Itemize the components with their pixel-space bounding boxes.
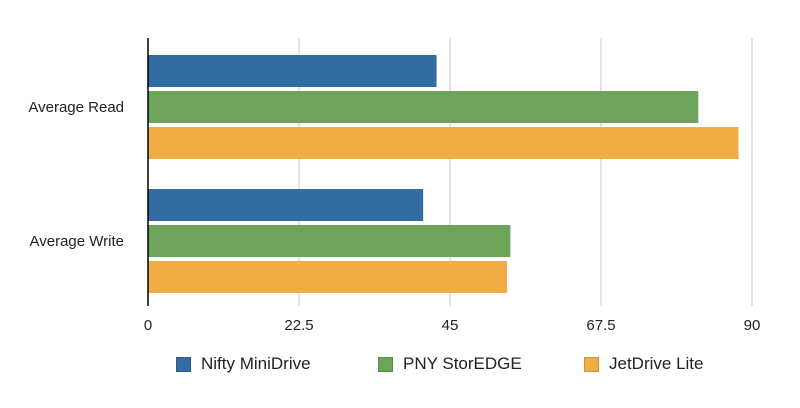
bar-nifty-minidrive-average-write xyxy=(148,189,424,221)
legend: Nifty MiniDrive PNY StorEDGE JetDrive Li… xyxy=(0,352,800,376)
x-tick-labels: 0 22.5 45 67.5 90 xyxy=(144,317,761,334)
legend-item-pny: PNY StorEDGE xyxy=(378,352,522,376)
legend-item-jetdrive: JetDrive Lite xyxy=(584,352,703,376)
x-tick-label: 0 xyxy=(144,317,152,334)
bars xyxy=(148,55,739,293)
legend-swatch-pny xyxy=(378,356,393,372)
bar-pny-storedge-average-read xyxy=(148,91,699,123)
legend-label-jetdrive: JetDrive Lite xyxy=(609,354,704,373)
legend-swatch-nifty xyxy=(176,356,191,372)
x-tick-label: 67.5 xyxy=(586,317,615,334)
category-labels: Average Read Average Write xyxy=(28,99,124,250)
legend-label-nifty: Nifty MiniDrive xyxy=(201,354,311,373)
legend-swatch-jetdrive xyxy=(584,356,599,372)
category-label: Average Write xyxy=(30,233,125,250)
bar-jetdrive-lite-average-read xyxy=(148,127,739,159)
bar-nifty-minidrive-average-read xyxy=(148,55,437,87)
legend-label-pny: PNY StorEDGE xyxy=(403,354,522,373)
bar-pny-storedge-average-write xyxy=(148,225,511,257)
x-tick-label: 90 xyxy=(744,317,761,334)
bar-jetdrive-lite-average-write xyxy=(148,261,508,293)
x-tick-label: 22.5 xyxy=(284,317,313,334)
x-tick-label: 45 xyxy=(442,317,459,334)
legend-item-nifty: Nifty MiniDrive xyxy=(176,352,311,376)
category-label: Average Read xyxy=(28,99,124,116)
